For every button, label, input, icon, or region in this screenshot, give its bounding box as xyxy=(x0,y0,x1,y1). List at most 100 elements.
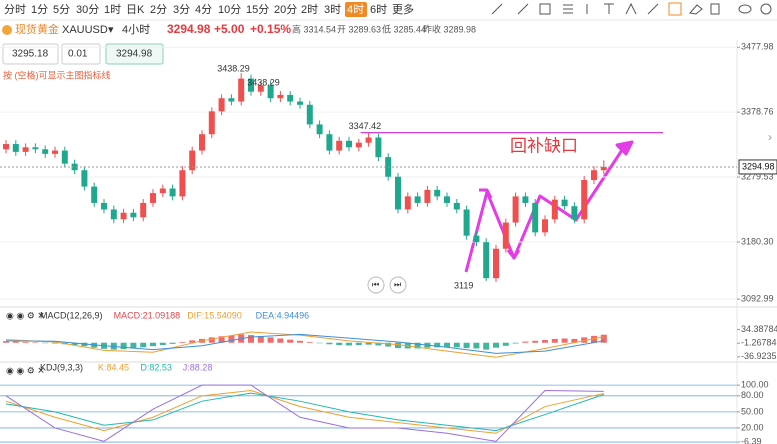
macd-bar xyxy=(414,342,421,349)
macd-bar xyxy=(551,338,558,343)
macd-bar xyxy=(463,342,470,349)
last-price-box xyxy=(738,159,777,175)
period-tab[interactable]: 5分 xyxy=(53,3,70,16)
candle-body xyxy=(238,78,245,102)
period-tab[interactable]: 分时 xyxy=(4,3,26,16)
period-tab[interactable]: 2分 xyxy=(150,3,167,16)
period-tab[interactable]: 1分 xyxy=(31,3,48,16)
icon[interactable] xyxy=(689,4,703,15)
candle-body xyxy=(91,186,98,203)
period-tab[interactable]: 15分 xyxy=(246,3,269,16)
period-tab[interactable]: 20分 xyxy=(274,3,297,16)
price: 3294.98 xyxy=(167,22,211,36)
macd-bar xyxy=(150,342,156,347)
lot: 0.01 xyxy=(68,49,88,60)
period-tab[interactable]: 6时 xyxy=(370,3,387,16)
lot-box[interactable] xyxy=(61,43,101,65)
icon xyxy=(517,3,529,15)
low: 低 3285.44 xyxy=(382,23,426,34)
indicator-line xyxy=(5,389,604,434)
y-tick-label: -36.92352 xyxy=(741,351,777,361)
expand-arrow[interactable]: › xyxy=(768,130,772,144)
period[interactable]: 4小时 xyxy=(122,23,150,36)
candle-body xyxy=(101,202,107,210)
candle-body xyxy=(522,196,529,203)
macd-bar xyxy=(287,339,294,343)
arrow-mark xyxy=(479,188,493,199)
candle-body xyxy=(453,202,460,210)
period-tab[interactable]: 3分 xyxy=(173,3,190,16)
candle-body xyxy=(287,94,294,102)
high: 高 3314.54 xyxy=(292,23,336,34)
instrument-name: 现货黄金 xyxy=(15,22,59,36)
prev-button[interactable] xyxy=(367,276,385,294)
macd-bar xyxy=(502,342,509,346)
buy-box[interactable] xyxy=(105,43,164,65)
macd-bar xyxy=(12,341,19,343)
candle-body xyxy=(159,188,166,194)
period-tab[interactable]: 日K xyxy=(126,4,145,16)
hint: 按 (空格)可显示主图指标线 xyxy=(3,69,111,80)
macd-bar xyxy=(208,337,215,343)
macd-bar xyxy=(512,342,519,344)
macd-bar xyxy=(22,341,29,343)
candle-body xyxy=(3,144,9,150)
macd-bar xyxy=(228,335,235,343)
period-tab[interactable]: 4时 xyxy=(347,3,364,16)
arrow-path xyxy=(464,146,626,273)
next-button[interactable] xyxy=(389,276,407,294)
candle-body xyxy=(346,140,352,148)
candle-body xyxy=(444,196,450,203)
macd-bar xyxy=(395,342,401,349)
macd-bar xyxy=(561,338,568,343)
y-tick-label: 3279.53 xyxy=(741,171,774,181)
macd-bar xyxy=(444,342,450,347)
candle-body xyxy=(365,137,372,143)
macd-bar xyxy=(257,336,264,343)
y-tick-label: 3477.98 xyxy=(741,42,774,52)
period-tab[interactable]: 30分 xyxy=(76,3,99,16)
y-tick-label: 20.00 xyxy=(741,422,764,432)
period-tab[interactable]: 4分 xyxy=(195,3,212,16)
candle-body xyxy=(228,98,235,102)
candle-body xyxy=(130,212,137,218)
period-tab[interactable]: 3时 xyxy=(324,3,341,16)
panel-icons[interactable]: ◉ ◉ ⚙ ✕ xyxy=(6,365,45,375)
icon[interactable] xyxy=(668,2,682,16)
candle-body xyxy=(591,170,597,181)
panel-icons[interactable]: ◉ ◉ ⚙ ✕ xyxy=(6,310,45,320)
macd-bar xyxy=(267,337,274,343)
period-tab[interactable]: 更多 xyxy=(392,2,414,16)
candle-body xyxy=(375,137,382,158)
candle-body xyxy=(81,170,88,187)
dropdown[interactable]: ▾ xyxy=(108,24,114,36)
candle-body xyxy=(257,85,264,92)
indicator-line xyxy=(5,392,604,432)
y-tick-label: 100.00 xyxy=(741,380,769,390)
candle-body xyxy=(199,134,205,151)
macd-bar xyxy=(355,342,362,346)
y-tick-label: -1.26784 xyxy=(741,338,777,348)
macd-bar xyxy=(169,342,176,344)
indicator-line xyxy=(5,333,604,354)
buy-price: 3294.98 xyxy=(116,49,153,60)
legend-entry: K:84.45 xyxy=(98,362,129,372)
icon[interactable] xyxy=(738,4,752,14)
y-tick-label: -6.39 xyxy=(741,436,762,444)
macd-bar xyxy=(218,336,225,343)
icon[interactable] xyxy=(710,3,720,15)
symbol[interactable]: XAUUSD xyxy=(62,24,108,36)
candle-body xyxy=(571,206,578,220)
icon[interactable] xyxy=(760,3,772,15)
sell-box[interactable] xyxy=(2,43,59,65)
macd-bar xyxy=(453,342,460,348)
peak-label: 3438.29 xyxy=(247,78,280,88)
period-tab[interactable]: 10分 xyxy=(218,3,241,16)
period-tab[interactable]: 1时 xyxy=(104,3,121,16)
toolbar-icons xyxy=(491,2,772,16)
candle-body xyxy=(542,219,548,233)
logo xyxy=(2,25,12,35)
period-tab[interactable]: 2时 xyxy=(301,3,318,16)
indicator-line xyxy=(5,331,604,358)
macd-bar xyxy=(483,342,490,350)
